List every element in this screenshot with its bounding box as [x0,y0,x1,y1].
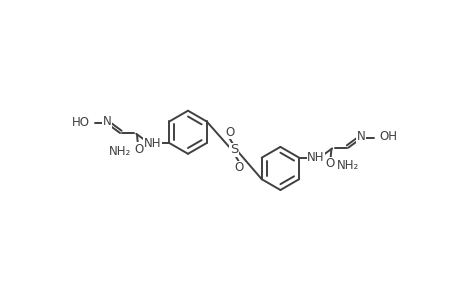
Text: NH: NH [307,151,324,164]
Text: O: O [234,161,243,174]
Text: HO: HO [72,116,90,129]
Text: N: N [356,130,365,142]
Text: OH: OH [378,130,396,143]
Text: N: N [102,115,111,128]
Text: NH: NH [143,136,161,149]
Text: O: O [325,157,334,170]
Text: NH₂: NH₂ [109,145,131,158]
Text: O: O [224,126,234,139]
Text: S: S [230,143,238,157]
Text: NH₂: NH₂ [336,159,358,172]
Text: O: O [134,143,143,156]
